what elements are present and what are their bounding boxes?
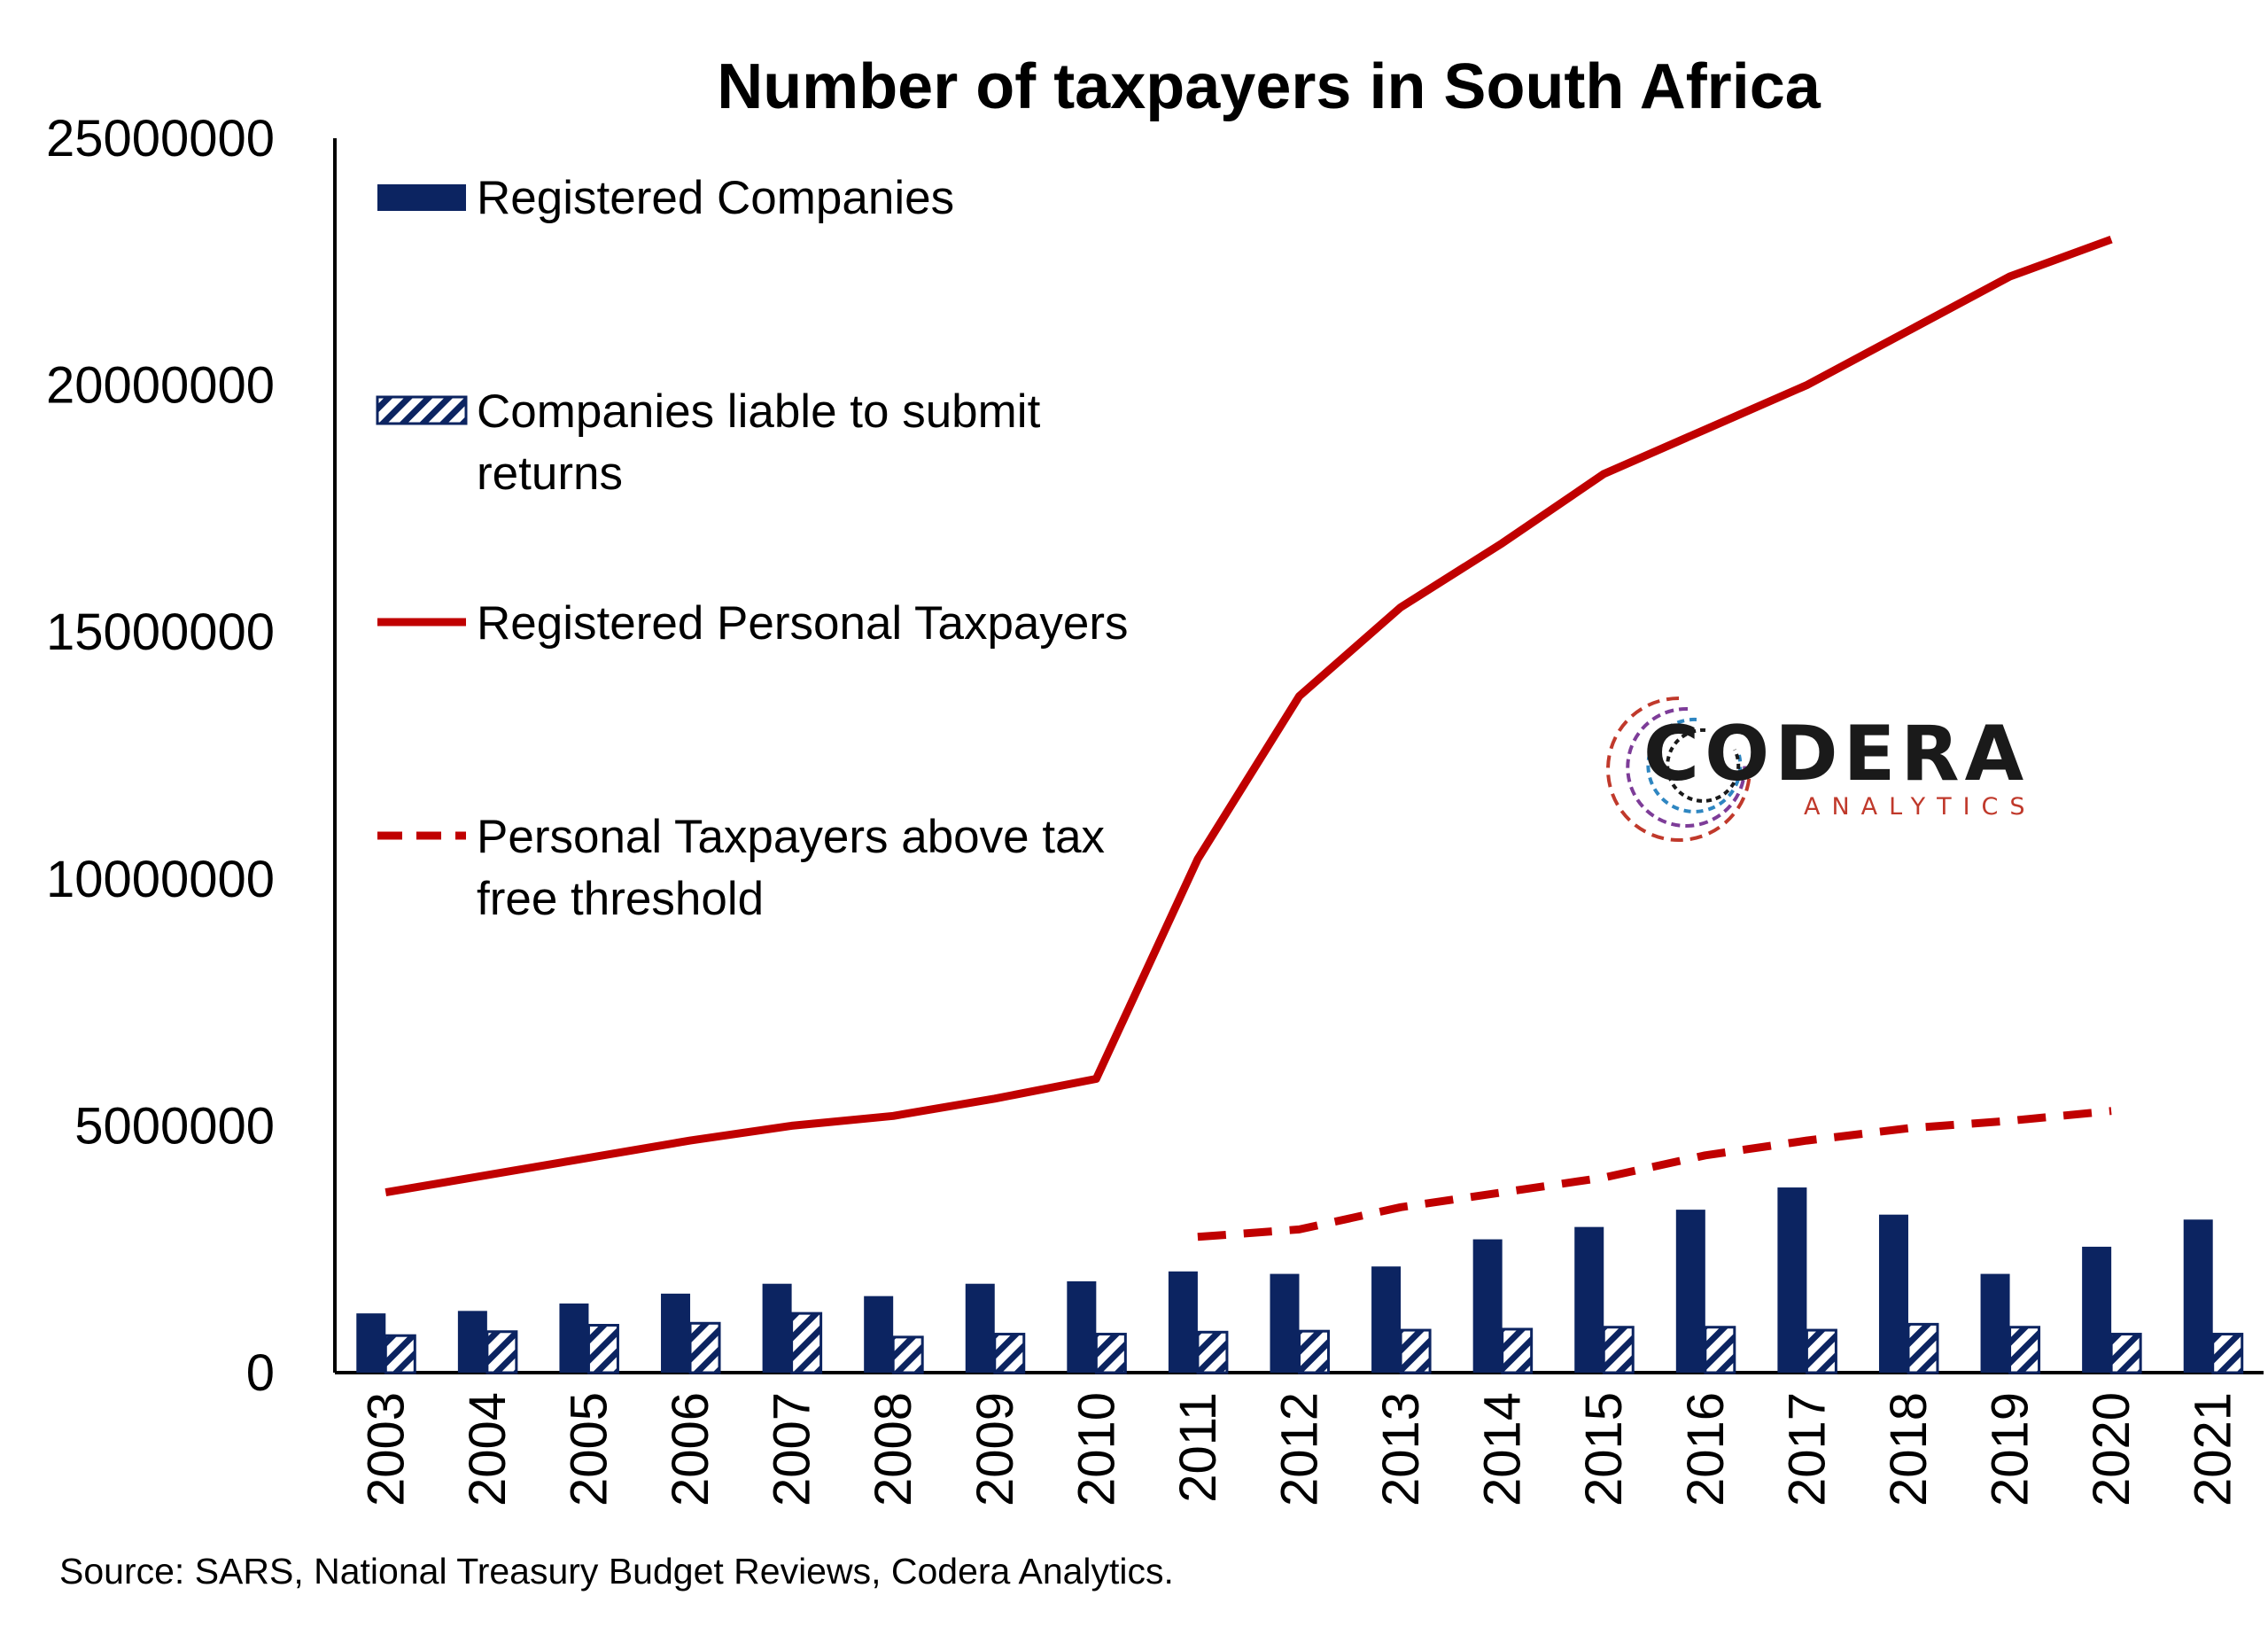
- bar-companies-liable: [1501, 1327, 1534, 1374]
- y-tick-label: 5000000: [74, 1097, 275, 1155]
- x-tick-label: 2003: [357, 1392, 415, 1506]
- codera-logo: CODERA ANALYTICS: [1606, 697, 2037, 842]
- bar-registered-companies: [2183, 1219, 2213, 1373]
- legend-label-registered-personal: Registered Personal Taxpayers: [477, 597, 1129, 650]
- y-tick-label: 15000000: [46, 603, 275, 661]
- y-tick-label: 10000000: [46, 851, 275, 908]
- x-tick-label: 2010: [1068, 1392, 1125, 1506]
- x-tick-label: 2006: [662, 1392, 719, 1506]
- bar-registered-companies: [1371, 1266, 1402, 1373]
- x-tick-label: 2015: [1575, 1392, 1633, 1506]
- x-tick-label: 2014: [1474, 1392, 1532, 1506]
- x-tick-label: 2020: [2083, 1392, 2140, 1506]
- x-tick-label: 2008: [865, 1392, 922, 1506]
- bar-companies-liable: [2211, 1333, 2244, 1374]
- bar-companies-liable: [891, 1335, 924, 1374]
- legend-label-companies-liable-line2: returns: [477, 448, 623, 500]
- x-tick-label: 2012: [1271, 1392, 1329, 1506]
- bar-companies-liable: [586, 1324, 619, 1374]
- bar-registered-companies: [1777, 1187, 1807, 1373]
- x-tick-label: 2011: [1169, 1392, 1227, 1503]
- line-registered-personal-taxpayers: [384, 235, 2113, 1197]
- legend: Registered Companies Companies liable to…: [376, 172, 1129, 925]
- bar-registered-companies: [1574, 1226, 1604, 1373]
- line-personal-taxpayers-above-threshold: [1197, 1107, 2112, 1241]
- bar-companies-liable: [1704, 1326, 1736, 1374]
- lines: [384, 235, 2113, 1241]
- x-tick-label: 2016: [1677, 1392, 1735, 1506]
- legend-label-companies-liable-line1: Companies liable to submit: [477, 385, 1041, 438]
- bar-companies-liable: [1298, 1329, 1330, 1374]
- bar-companies-liable: [1805, 1328, 1837, 1374]
- bar-companies-liable: [1602, 1326, 1635, 1374]
- bar-registered-companies: [1067, 1280, 1097, 1373]
- bar-registered-companies: [1675, 1210, 1705, 1373]
- legend-label-registered-companies: Registered Companies: [477, 172, 954, 224]
- bar-registered-companies: [1980, 1273, 2010, 1373]
- legend-swatch-companies-liable: [376, 395, 468, 425]
- bar-registered-companies: [457, 1311, 487, 1373]
- x-tick-label: 2013: [1372, 1392, 1430, 1506]
- x-tick-label: 2004: [459, 1392, 517, 1506]
- y-tick-label: 0: [246, 1344, 275, 1402]
- logo-ring-icon: [1606, 697, 1751, 842]
- bar-companies-liable: [688, 1321, 721, 1374]
- source-note: Source: SARS, National Treasury Budget R…: [59, 1551, 1174, 1592]
- bar-registered-companies: [356, 1313, 386, 1373]
- y-tick-label: 20000000: [46, 357, 275, 415]
- y-axis: 0 5000000 10000000 15000000 20000000 25000000: [46, 110, 337, 1402]
- bar-registered-companies: [1472, 1239, 1503, 1373]
- bar-registered-companies: [864, 1296, 894, 1373]
- x-tick-label: 2017: [1778, 1392, 1836, 1506]
- bars: [356, 1187, 2244, 1374]
- logo-name: CODERA: [1643, 710, 2029, 798]
- bar-companies-liable: [1399, 1328, 1432, 1374]
- chart-title: Number of taxpayers in South Africa: [717, 51, 1821, 122]
- x-tick-label: 2007: [764, 1392, 821, 1506]
- x-tick-label: 2009: [967, 1392, 1024, 1506]
- logo-subtitle: ANALYTICS: [1804, 793, 2037, 821]
- x-tick-label: 2018: [1880, 1392, 1938, 1506]
- bar-registered-companies: [762, 1283, 792, 1373]
- bar-companies-liable: [1907, 1322, 1939, 1374]
- bar-registered-companies: [1878, 1214, 1908, 1373]
- bar-registered-companies: [1270, 1273, 1300, 1373]
- bar-companies-liable: [485, 1330, 518, 1374]
- bar-registered-companies: [661, 1293, 691, 1373]
- bar-registered-companies: [2082, 1246, 2112, 1373]
- x-tick-label: 2021: [2185, 1392, 2242, 1506]
- y-tick-label: 25000000: [46, 110, 275, 167]
- bar-registered-companies: [965, 1283, 995, 1373]
- x-tick-label: 2019: [1982, 1392, 2039, 1506]
- legend-swatch-registered-companies: [377, 184, 466, 211]
- legend-label-above-threshold-line2: free threshold: [477, 873, 764, 925]
- bar-companies-liable: [790, 1311, 823, 1374]
- bar-companies-liable: [2109, 1333, 2142, 1374]
- bar-registered-companies: [559, 1303, 589, 1373]
- bar-companies-liable: [1094, 1333, 1127, 1374]
- x-tick-label: 2005: [560, 1392, 617, 1506]
- bar-companies-liable: [1196, 1330, 1229, 1374]
- bar-companies-liable: [384, 1334, 416, 1374]
- bar-companies-liable: [993, 1333, 1026, 1374]
- legend-label-above-threshold-line1: Personal Taxpayers above tax: [477, 811, 1105, 863]
- x-axis: 2003 2004 2005 2006 2007 2008 2009 2010 2011 2012…: [335, 1371, 2264, 1506]
- bar-registered-companies: [1168, 1271, 1198, 1373]
- bar-companies-liable: [2008, 1326, 2041, 1374]
